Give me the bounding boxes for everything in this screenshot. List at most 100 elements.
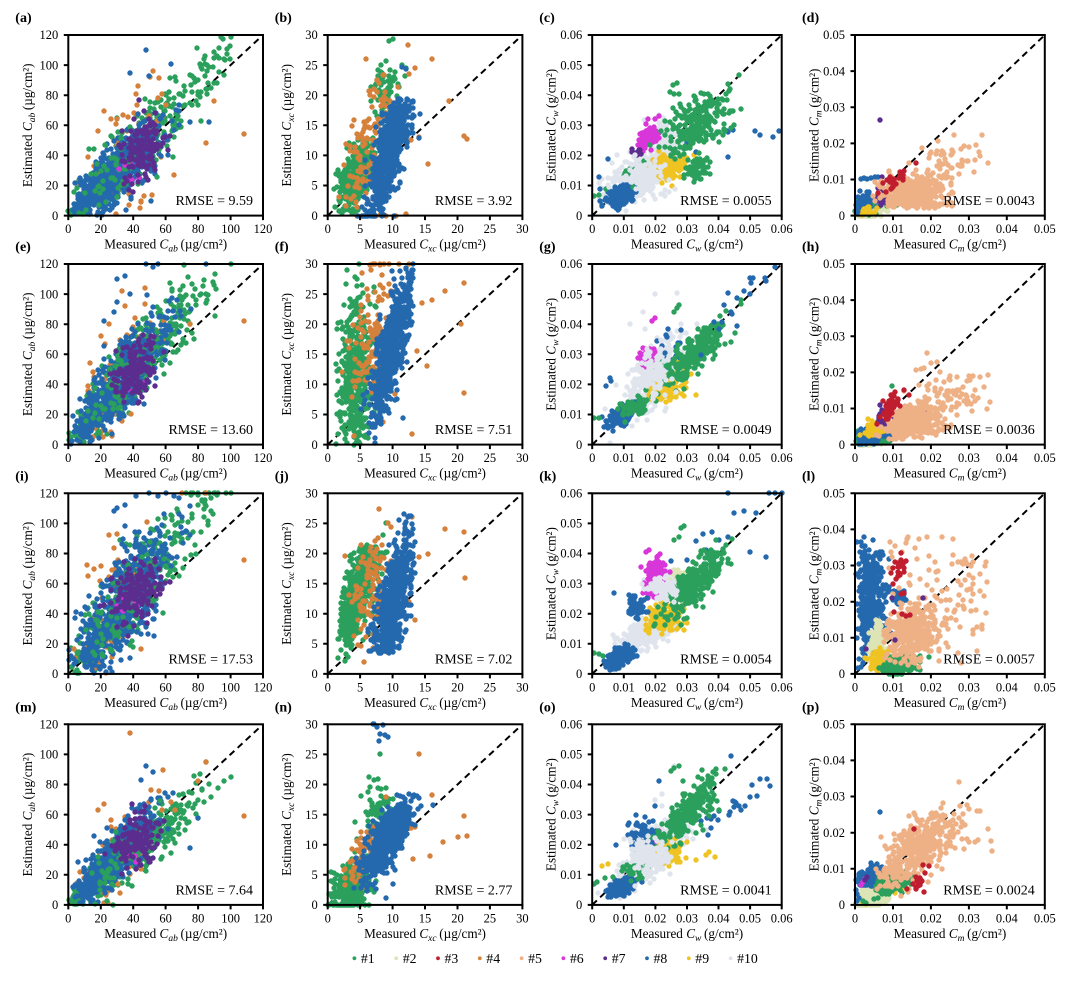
- svg-text:5: 5: [357, 911, 363, 925]
- svg-text:#9: #9: [695, 951, 709, 966]
- svg-text:10: 10: [305, 838, 318, 852]
- svg-text:0: 0: [65, 680, 71, 694]
- svg-text:0.06: 0.06: [560, 28, 582, 42]
- svg-text:0.05: 0.05: [1034, 222, 1056, 236]
- svg-text:20: 20: [305, 778, 318, 792]
- svg-text:#5: #5: [528, 951, 542, 966]
- svg-text:0.01: 0.01: [882, 911, 904, 925]
- svg-text:0.06: 0.06: [560, 487, 582, 501]
- svg-text:20: 20: [451, 680, 464, 694]
- svg-text:0.01: 0.01: [560, 637, 582, 651]
- svg-text:0: 0: [589, 680, 595, 694]
- svg-text:Measured Cm (g/cm²): Measured Cm (g/cm²): [894, 237, 1007, 255]
- svg-text:0.01: 0.01: [560, 868, 582, 882]
- svg-text:0: 0: [311, 209, 317, 223]
- svg-text:100: 100: [40, 517, 59, 531]
- svg-text:25: 25: [484, 222, 497, 236]
- svg-text:10: 10: [386, 680, 399, 694]
- svg-text:(i): (i): [15, 469, 29, 484]
- svg-text:0: 0: [325, 680, 331, 694]
- svg-text:0.01: 0.01: [613, 680, 635, 694]
- svg-text:60: 60: [159, 680, 172, 694]
- svg-text:0.03: 0.03: [958, 911, 980, 925]
- svg-text:Estimated Cm (g/cm²): Estimated Cm (g/cm²): [807, 69, 825, 182]
- svg-text:20: 20: [95, 911, 108, 925]
- svg-text:0.03: 0.03: [676, 911, 698, 925]
- svg-text:30: 30: [516, 222, 529, 236]
- svg-text:(j): (j): [275, 469, 289, 484]
- svg-text:60: 60: [159, 451, 172, 465]
- svg-text:40: 40: [46, 607, 59, 621]
- svg-text:20: 20: [95, 451, 108, 465]
- svg-text:0.02: 0.02: [823, 366, 845, 380]
- svg-text:0.03: 0.03: [676, 680, 698, 694]
- svg-text:0.03: 0.03: [958, 680, 980, 694]
- svg-text:25: 25: [305, 58, 318, 72]
- svg-text:100: 100: [221, 680, 240, 694]
- svg-text:15: 15: [305, 119, 318, 133]
- svg-text:25: 25: [305, 748, 318, 762]
- svg-text:0: 0: [65, 222, 71, 236]
- svg-text:#8: #8: [654, 951, 668, 966]
- svg-text:RMSE = 3.92: RMSE = 3.92: [435, 194, 513, 209]
- svg-text:10: 10: [305, 607, 318, 621]
- svg-text:0.01: 0.01: [882, 222, 904, 236]
- svg-text:40: 40: [127, 680, 140, 694]
- svg-text:20: 20: [46, 637, 59, 651]
- svg-text:5: 5: [311, 179, 317, 193]
- svg-text:60: 60: [46, 577, 59, 591]
- svg-text:0.04: 0.04: [708, 680, 731, 694]
- svg-text:0.02: 0.02: [644, 680, 666, 694]
- svg-text:Measured Cw (g/cm²): Measured Cw (g/cm²): [631, 695, 743, 713]
- svg-text:RMSE = 7.02: RMSE = 7.02: [435, 652, 513, 667]
- svg-text:40: 40: [127, 451, 140, 465]
- svg-text:RMSE = 0.0024: RMSE = 0.0024: [943, 883, 1035, 898]
- svg-text:Measured Cab (µg/cm²): Measured Cab (µg/cm²): [104, 926, 227, 944]
- svg-text:0: 0: [839, 209, 845, 223]
- svg-text:5: 5: [357, 222, 363, 236]
- svg-text:0.05: 0.05: [739, 680, 761, 694]
- svg-text:0: 0: [852, 222, 858, 236]
- svg-text:Estimated Cxc (µg/cm²): Estimated Cxc (µg/cm²): [279, 293, 297, 416]
- svg-text:20: 20: [451, 222, 464, 236]
- svg-text:Estimated Cxc (µg/cm²): Estimated Cxc (µg/cm²): [279, 522, 297, 645]
- svg-text:0.01: 0.01: [560, 179, 582, 193]
- svg-text:0: 0: [325, 911, 331, 925]
- svg-text:60: 60: [46, 119, 59, 133]
- svg-text:20: 20: [305, 88, 318, 102]
- svg-text:100: 100: [40, 58, 59, 72]
- svg-text:0.02: 0.02: [644, 451, 666, 465]
- svg-text:20: 20: [46, 868, 59, 882]
- svg-text:0.06: 0.06: [771, 911, 793, 925]
- svg-text:0.03: 0.03: [958, 451, 980, 465]
- svg-text:0.03: 0.03: [560, 808, 582, 822]
- svg-text:0.03: 0.03: [560, 348, 582, 362]
- svg-text:#6: #6: [570, 951, 584, 966]
- svg-text:80: 80: [46, 778, 59, 792]
- svg-text:0.02: 0.02: [644, 222, 666, 236]
- svg-text:30: 30: [516, 680, 529, 694]
- svg-text:0: 0: [589, 911, 595, 925]
- svg-text:0.04: 0.04: [823, 293, 846, 307]
- svg-text:80: 80: [46, 547, 59, 561]
- svg-text:80: 80: [192, 911, 205, 925]
- svg-text:(n): (n): [275, 700, 292, 715]
- svg-text:15: 15: [305, 577, 318, 591]
- svg-text:RMSE = 0.0036: RMSE = 0.0036: [943, 423, 1035, 438]
- svg-text:0.06: 0.06: [771, 451, 793, 465]
- svg-text:0.01: 0.01: [882, 451, 904, 465]
- svg-text:5: 5: [357, 451, 363, 465]
- svg-text:#7: #7: [612, 951, 626, 966]
- svg-text:80: 80: [46, 88, 59, 102]
- svg-text:0: 0: [576, 667, 582, 681]
- svg-text:60: 60: [46, 808, 59, 822]
- svg-text:(k): (k): [539, 469, 556, 484]
- svg-text:5: 5: [311, 868, 317, 882]
- svg-text:0.05: 0.05: [823, 257, 845, 271]
- svg-text:Measured Cxc (µg/cm²): Measured Cxc (µg/cm²): [364, 695, 486, 713]
- svg-text:20: 20: [95, 680, 108, 694]
- svg-text:25: 25: [305, 517, 318, 531]
- svg-text:(b): (b): [275, 11, 292, 26]
- svg-text:0.04: 0.04: [996, 222, 1019, 236]
- svg-text:10: 10: [305, 378, 318, 392]
